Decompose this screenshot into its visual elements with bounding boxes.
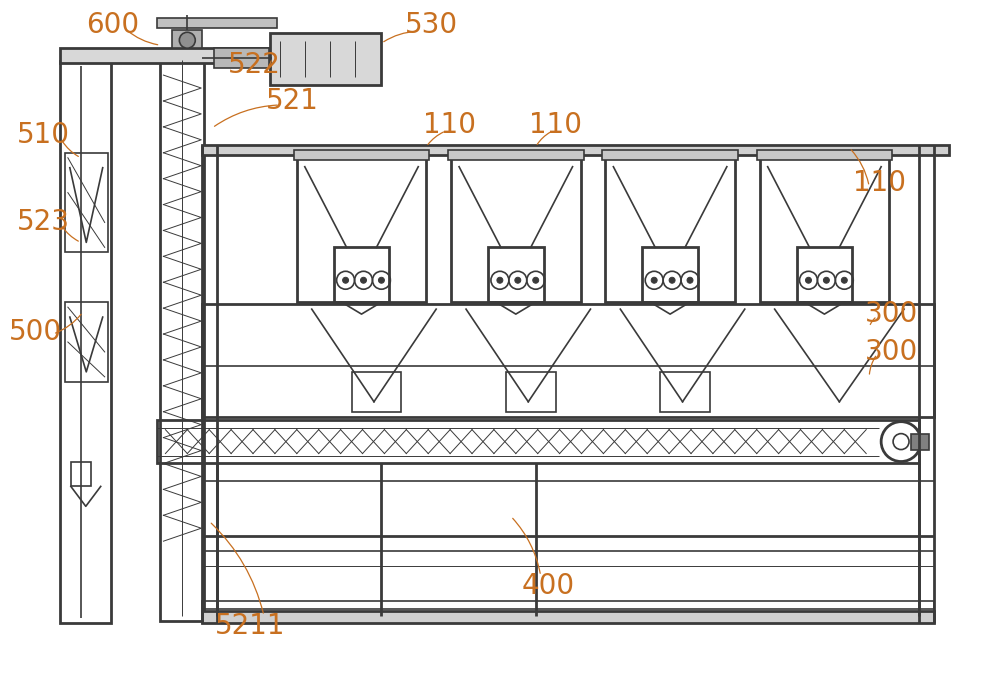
Bar (297, 155, 426, 302)
Bar (642, 248, 698, 302)
Bar (202, 145, 949, 155)
Text: 110: 110 (853, 168, 906, 196)
Bar (660, 372, 710, 412)
Text: 400: 400 (522, 572, 575, 600)
Bar (911, 434, 929, 449)
Text: 600: 600 (86, 12, 139, 40)
Text: 523: 523 (16, 209, 69, 237)
Bar (172, 30, 202, 48)
Bar (334, 248, 389, 302)
Text: 522: 522 (228, 51, 280, 79)
Bar (65, 302, 108, 382)
Bar (202, 611, 934, 623)
Text: 300: 300 (864, 338, 918, 366)
Bar (65, 153, 108, 252)
Circle shape (805, 278, 811, 283)
Bar (605, 155, 735, 302)
Circle shape (841, 278, 847, 283)
Bar (202, 304, 934, 417)
Circle shape (515, 278, 521, 283)
Circle shape (361, 278, 366, 283)
Circle shape (533, 278, 539, 283)
Bar (757, 150, 892, 160)
Bar (71, 462, 91, 486)
Bar (294, 150, 429, 160)
Bar (157, 18, 277, 28)
Bar (448, 150, 584, 160)
Bar (202, 601, 934, 609)
Bar (352, 372, 401, 412)
Bar (160, 55, 204, 621)
Circle shape (823, 278, 829, 283)
Text: 5211: 5211 (215, 612, 285, 640)
Bar (797, 248, 852, 302)
Circle shape (343, 278, 349, 283)
Bar (602, 150, 738, 160)
Circle shape (378, 278, 384, 283)
Bar (60, 48, 347, 63)
Text: 500: 500 (8, 318, 62, 346)
Bar (157, 419, 919, 464)
Bar (488, 248, 544, 302)
Circle shape (669, 278, 675, 283)
Text: 110: 110 (529, 111, 582, 139)
Text: 300: 300 (864, 300, 918, 328)
Circle shape (651, 278, 657, 283)
Circle shape (497, 278, 503, 283)
Text: 530: 530 (405, 12, 458, 40)
Bar (60, 61, 111, 623)
Bar (506, 372, 556, 412)
Text: 510: 510 (16, 121, 69, 149)
Bar (214, 48, 269, 68)
Bar (270, 33, 381, 85)
Bar (451, 155, 581, 302)
Text: 521: 521 (265, 87, 318, 115)
Circle shape (687, 278, 693, 283)
Bar (760, 155, 889, 302)
Circle shape (179, 32, 195, 48)
Text: 110: 110 (423, 111, 476, 139)
